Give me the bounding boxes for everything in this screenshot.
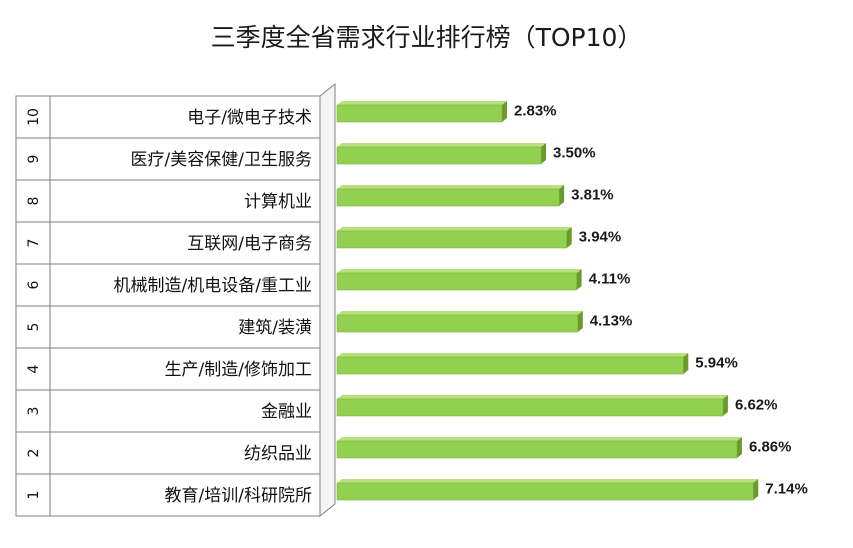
rank-label: 3	[26, 407, 42, 416]
bar-front	[336, 188, 560, 207]
rank-label: 10	[26, 108, 42, 126]
data-label: 2.83%	[514, 103, 557, 120]
bar	[336, 479, 759, 501]
data-label: 4.13%	[590, 313, 633, 330]
bar-front	[336, 398, 724, 417]
rank-label: 5	[26, 323, 42, 332]
rank-label: 8	[26, 197, 42, 206]
bar	[336, 185, 565, 207]
category-axis-table	[15, 95, 321, 517]
bar-top	[337, 101, 507, 105]
bar-front	[336, 230, 568, 249]
data-label: 6.62%	[735, 397, 778, 414]
bar-top	[337, 395, 728, 399]
bar-side	[753, 479, 759, 500]
bar-front	[336, 440, 738, 459]
bar-side	[683, 353, 689, 374]
bar	[336, 437, 742, 459]
bar-front	[336, 314, 579, 333]
bar-side	[722, 395, 728, 416]
bar	[336, 227, 572, 249]
bar-top	[337, 311, 583, 315]
rank-label: 6	[26, 280, 42, 289]
bar-top	[337, 185, 565, 189]
bar-side	[576, 269, 582, 290]
data-label: 3.50%	[553, 145, 596, 162]
bar-side	[736, 437, 742, 458]
data-label: 4.11%	[589, 271, 631, 288]
rank-label: 7	[26, 239, 42, 248]
data-label: 3.81%	[571, 187, 614, 204]
bar-front	[336, 482, 754, 501]
bar-front	[336, 272, 577, 291]
chart-side-wall	[319, 82, 336, 518]
category-label: 机械制造/机电设备/重工业	[114, 276, 312, 296]
bar	[336, 269, 582, 291]
bar-side	[501, 101, 507, 122]
bar-side	[577, 311, 583, 332]
rank-label: 4	[26, 364, 42, 373]
bar-top	[337, 269, 582, 273]
category-label: 纺织品业	[244, 444, 312, 464]
bar-top	[337, 479, 759, 483]
bar	[336, 143, 547, 165]
bar-front	[336, 104, 503, 123]
bar-side	[559, 185, 565, 206]
data-label: 7.14%	[765, 481, 808, 498]
data-label: 5.94%	[695, 355, 738, 372]
rank-label: 1	[26, 491, 42, 500]
rank-label: 9	[26, 155, 42, 164]
bar-side	[566, 227, 572, 248]
category-label: 计算机业	[244, 192, 312, 212]
category-label: 教育/培训/科研院所	[165, 486, 312, 506]
bar-top	[337, 143, 547, 147]
bar-front	[336, 146, 542, 165]
chart-title: 三季度全省需求行业排行榜（TOP10）	[210, 23, 643, 52]
bar-front	[336, 356, 684, 375]
category-label: 医疗/美容保健/卫生服务	[131, 150, 312, 170]
data-label: 6.86%	[749, 439, 792, 456]
bar-side	[541, 143, 547, 164]
bar-top	[337, 353, 689, 357]
category-label: 金融业	[261, 402, 312, 422]
bar	[336, 311, 583, 333]
category-label: 互联网/电子商务	[187, 234, 312, 254]
rank-label: 2	[26, 449, 42, 458]
category-label: 建筑/装潢	[238, 318, 312, 338]
data-label: 3.94%	[579, 229, 622, 246]
category-label: 电子/微电子技术	[187, 108, 312, 128]
bar-top	[337, 437, 742, 441]
category-label: 生产/制造/修饰加工	[165, 360, 312, 380]
bar	[336, 101, 507, 123]
bar-top	[337, 227, 572, 231]
bar	[336, 353, 689, 375]
bar	[336, 395, 728, 417]
